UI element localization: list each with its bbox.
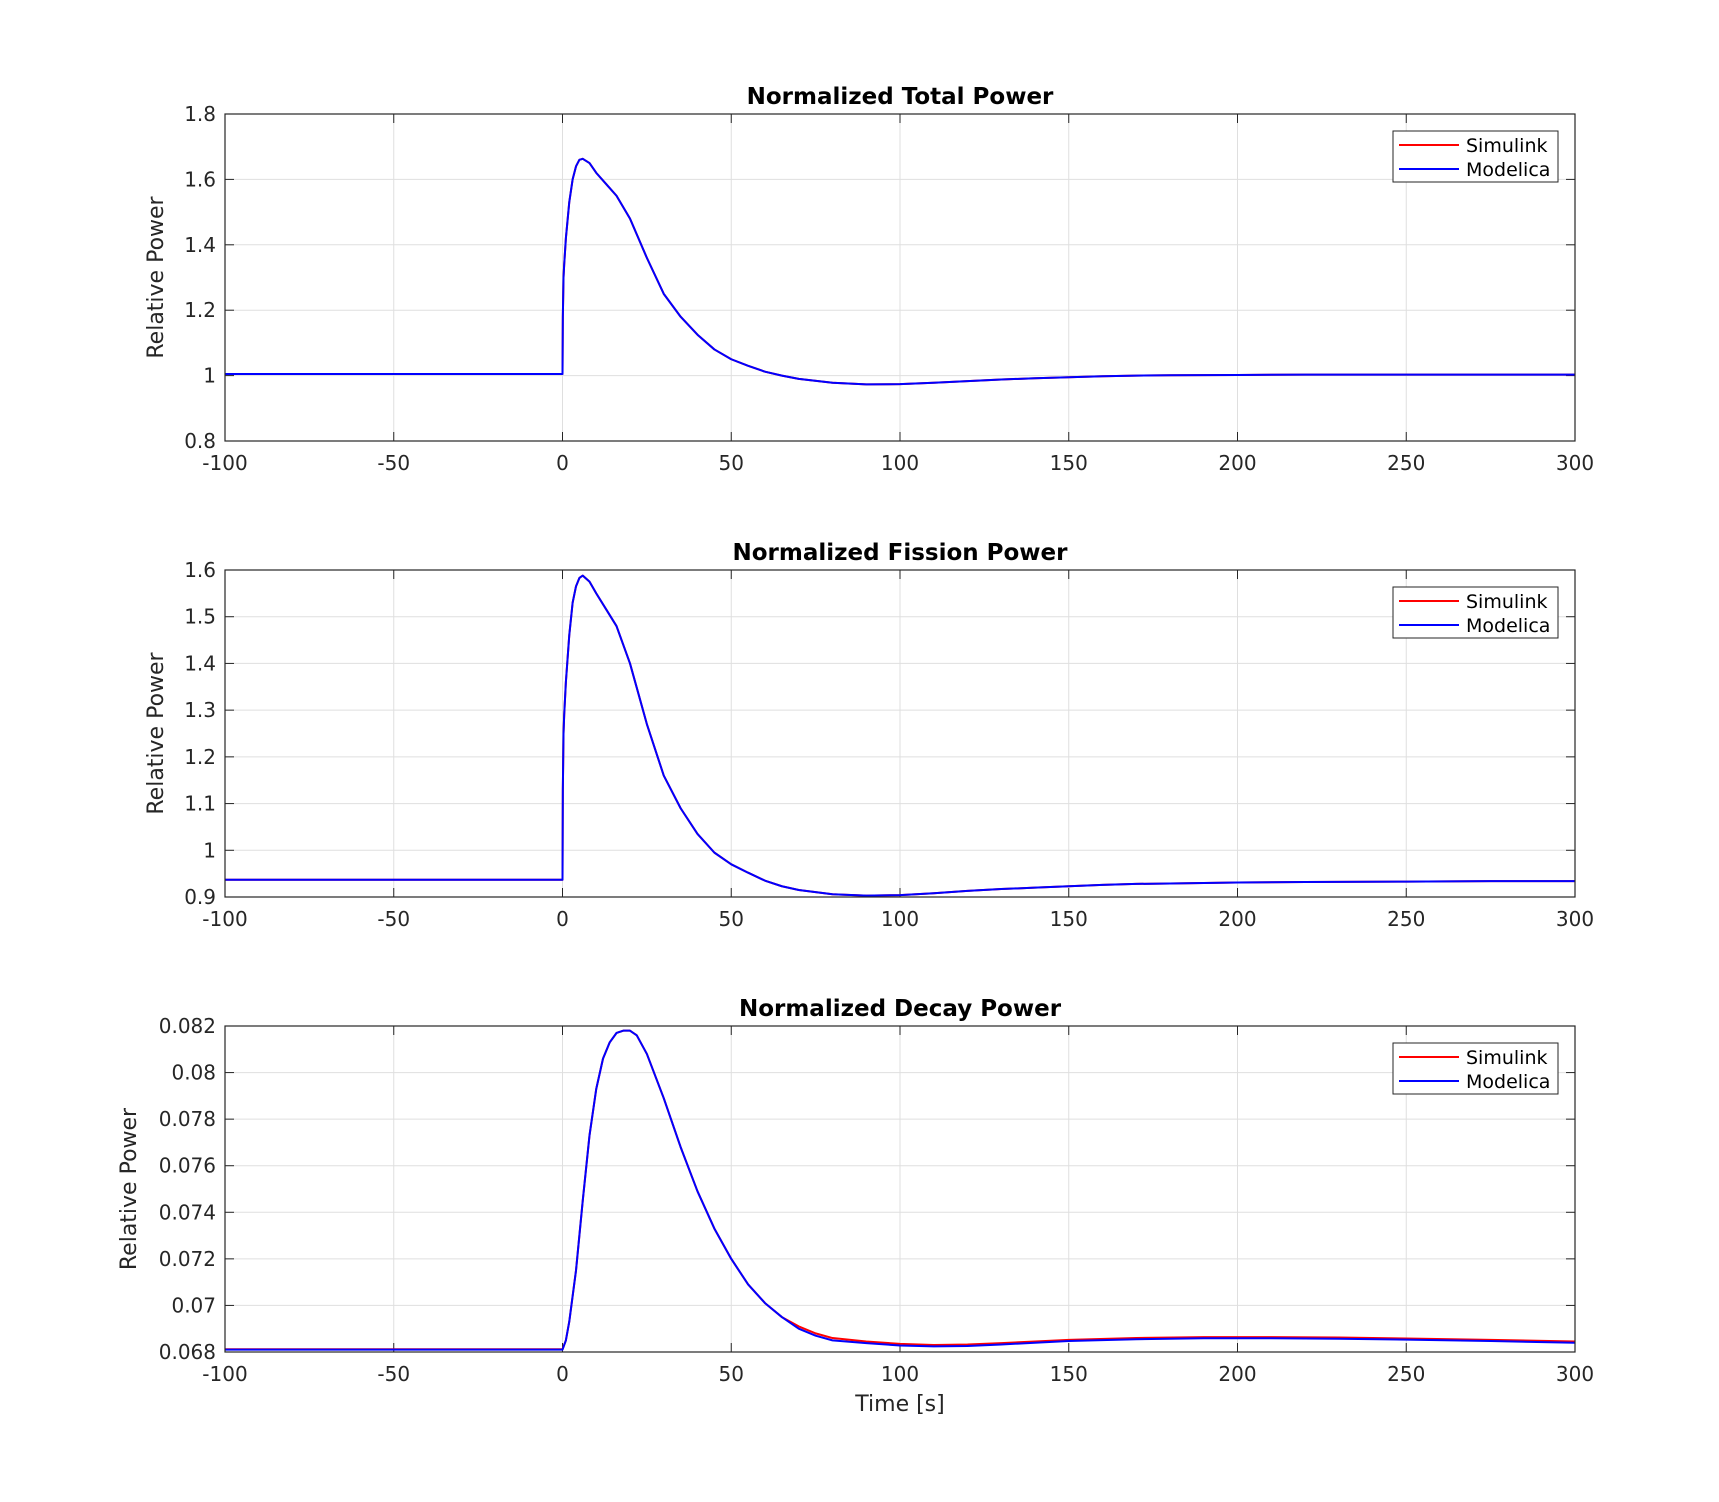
y-axis-label: Relative Power bbox=[144, 195, 169, 358]
series-line-modelica bbox=[225, 157, 1575, 386]
y-tick-label: 0.082 bbox=[159, 1014, 216, 1038]
y-tick-label: 1.6 bbox=[184, 167, 216, 191]
legend-entry-simulink: Simulink bbox=[1466, 135, 1548, 157]
y-tick-label: 1.5 bbox=[184, 605, 216, 629]
legend-box bbox=[1392, 1042, 1559, 1095]
x-tick-label: 150 bbox=[1050, 1362, 1088, 1386]
y-tick-label: 0.078 bbox=[159, 1107, 216, 1131]
axes-box bbox=[224, 1025, 1576, 1353]
y-tick-label: 0.8 bbox=[184, 429, 216, 453]
x-tick-label: 100 bbox=[881, 1362, 919, 1386]
x-tick-label: 300 bbox=[1556, 907, 1594, 931]
y-tick-label: 0.072 bbox=[159, 1247, 216, 1271]
series-line-modelica bbox=[225, 1029, 1576, 1351]
x-tick-label: 300 bbox=[1556, 451, 1594, 475]
y-tick-label: 1.6 bbox=[184, 558, 216, 582]
x-tick-label: 200 bbox=[1218, 1362, 1256, 1386]
legend-entry-modelica: Modelica bbox=[1466, 615, 1550, 637]
y-tick-label: 1.4 bbox=[184, 233, 216, 257]
x-tick-label: 200 bbox=[1218, 451, 1256, 475]
x-tick-label: 100 bbox=[881, 451, 919, 475]
y-tick-label: 0.9 bbox=[184, 885, 216, 909]
x-tick-label: -100 bbox=[202, 451, 247, 475]
y-tick-label: 0.074 bbox=[159, 1200, 216, 1224]
chart-title: Normalized Decay Power bbox=[739, 996, 1062, 1022]
legend-entry-simulink: Simulink bbox=[1466, 1047, 1548, 1069]
subplot-1: -100 -50 0 50 100 150 200 250 300 0.8 1 1.2 1.4 1.6 1.… bbox=[144, 84, 1594, 475]
x-tick-label: -50 bbox=[377, 907, 410, 931]
x-tick-label: 250 bbox=[1387, 1362, 1425, 1386]
legend-box bbox=[1392, 130, 1559, 183]
y-tick-label: 0.08 bbox=[171, 1061, 216, 1085]
y-tick-label: 1 bbox=[203, 364, 216, 388]
x-tick-label: 0 bbox=[556, 1362, 569, 1386]
x-tick-label: -50 bbox=[377, 1362, 410, 1386]
y-tick-label: 1.1 bbox=[184, 792, 216, 816]
subplot-3: -100 -50 0 50 100 150 200 250 300 0.068 0.07 0.072 0… bbox=[117, 996, 1594, 1417]
x-tick-label: 300 bbox=[1556, 1362, 1594, 1386]
x-tick-label: -50 bbox=[377, 451, 410, 475]
y-tick-label: 0.07 bbox=[171, 1293, 216, 1317]
x-tick-label: 0 bbox=[556, 907, 569, 931]
x-tick-label: 150 bbox=[1050, 451, 1088, 475]
y-tick-label: 1.4 bbox=[184, 651, 216, 675]
y-tick-label: 1.3 bbox=[184, 698, 216, 722]
y-tick-label: 1 bbox=[203, 838, 216, 862]
legend-box bbox=[1392, 586, 1559, 639]
x-tick-label: 200 bbox=[1218, 907, 1256, 931]
y-tick-label: 1.8 bbox=[184, 102, 216, 126]
x-tick-label: 50 bbox=[719, 1362, 744, 1386]
axes-box bbox=[224, 113, 1576, 442]
y-tick-label: 1.2 bbox=[184, 745, 216, 769]
chart-title: Normalized Fission Power bbox=[733, 540, 1069, 566]
x-axis-label: Time [s] bbox=[854, 1392, 944, 1417]
y-tick-label: 1.2 bbox=[184, 298, 216, 322]
x-tick-label: 250 bbox=[1387, 907, 1425, 931]
x-tick-label: 100 bbox=[881, 907, 919, 931]
x-tick-label: 50 bbox=[719, 451, 744, 475]
legend-entry-modelica: Modelica bbox=[1466, 1071, 1550, 1093]
legend-entry-modelica: Modelica bbox=[1466, 159, 1550, 181]
y-axis-label: Relative Power bbox=[144, 651, 169, 814]
chart-title: Normalized Total Power bbox=[747, 84, 1054, 110]
x-tick-label: 150 bbox=[1050, 907, 1088, 931]
y-tick-label: 0.076 bbox=[159, 1154, 216, 1178]
series-line-modelica bbox=[225, 574, 1575, 897]
x-tick-label: -100 bbox=[202, 1362, 247, 1386]
x-tick-label: -100 bbox=[202, 907, 247, 931]
axes-box bbox=[224, 569, 1576, 898]
x-tick-label: 50 bbox=[719, 907, 744, 931]
subplot-2: -100 -50 0 50 100 150 200 250 300 0.9 1 1.1 1.2 1.3 1.… bbox=[144, 540, 1594, 931]
legend-entry-simulink: Simulink bbox=[1466, 591, 1548, 613]
y-tick-label: 0.068 bbox=[159, 1340, 216, 1364]
y-axis-label: Relative Power bbox=[117, 1107, 142, 1270]
x-tick-label: 0 bbox=[556, 451, 569, 475]
x-tick-label: 250 bbox=[1387, 451, 1425, 475]
